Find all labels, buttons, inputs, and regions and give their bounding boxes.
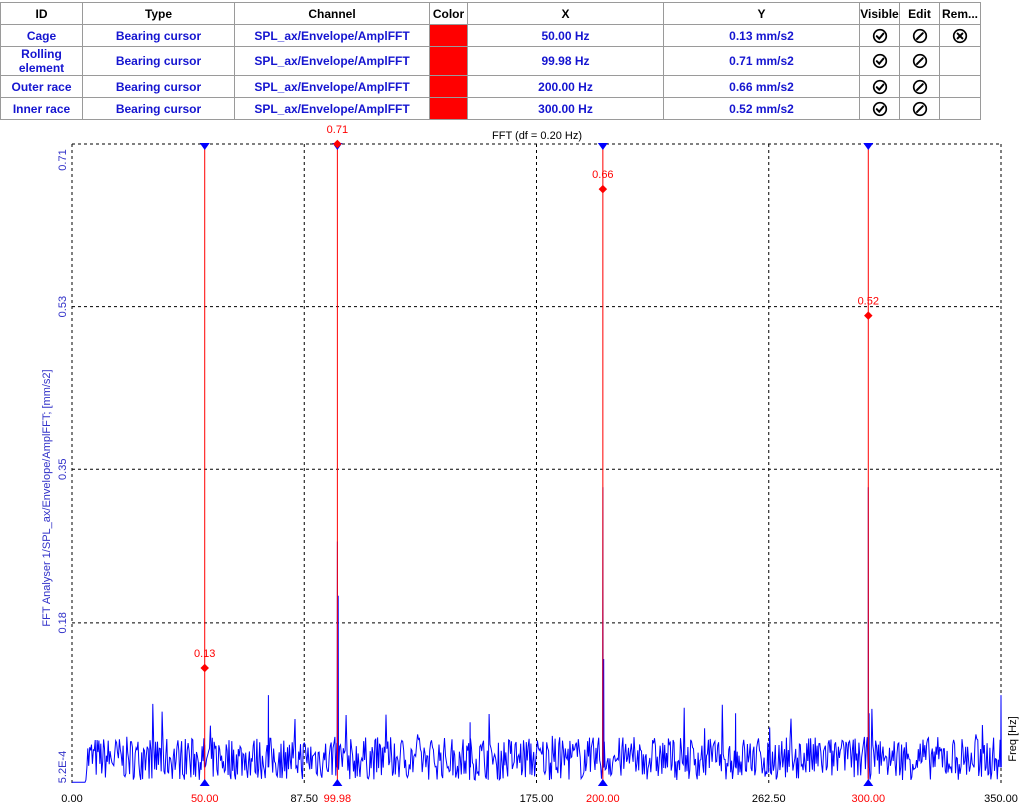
chart-title: FFT (df = 0.20 Hz) (492, 130, 582, 142)
x-tick-label: 0.00 (61, 793, 82, 805)
cursor-x-tick-label: 200.00 (586, 793, 620, 805)
cursor-type-cell[interactable]: Bearing cursor (82, 75, 235, 98)
pencil-circle-icon[interactable] (912, 101, 928, 117)
cursor-row[interactable]: Rolling element Bearing cursor SPL_ax/Enve… (0, 46, 981, 76)
col-header-y[interactable]: Y (663, 2, 860, 25)
pencil-circle-icon[interactable] (912, 79, 928, 95)
col-header-x[interactable]: X (467, 2, 664, 25)
cursor-y-cell[interactable]: 0.71 mm/s2 (663, 46, 860, 76)
x-tick-label: 262.50 (752, 793, 786, 805)
cursor-x-cell[interactable]: 200.00 Hz (467, 75, 664, 98)
cursor-value-label: 0.52 (858, 296, 879, 308)
cursor-y-cell[interactable]: 0.66 mm/s2 (663, 75, 860, 98)
col-header-remove[interactable]: Rem... (939, 2, 981, 25)
cursor-x-cell[interactable]: 50.00 Hz (467, 24, 664, 47)
cursor-type-cell[interactable]: Bearing cursor (82, 24, 235, 47)
cursor-y-cell[interactable]: 0.52 mm/s2 (663, 97, 860, 120)
cursor-color-swatch[interactable] (429, 75, 468, 98)
y-tick-label: 0.18 (57, 612, 69, 633)
cursor-channel-cell[interactable]: SPL_ax/Envelope/AmplFFT (234, 75, 430, 98)
check-circle-icon[interactable] (872, 101, 888, 117)
cursor-value-label: 0.13 (194, 648, 215, 660)
cursor-id-cell[interactable]: Cage (0, 24, 83, 47)
x-circle-icon[interactable] (952, 28, 968, 44)
edit-button[interactable] (899, 24, 940, 47)
cursor-bottom-marker[interactable] (332, 779, 343, 786)
edit-button[interactable] (899, 97, 940, 120)
remove-button (939, 46, 981, 76)
cursor-type-cell[interactable]: Bearing cursor (82, 46, 235, 76)
cursor-channel-cell[interactable]: SPL_ax/Envelope/AmplFFT (234, 97, 430, 120)
y-tick-label: 0.35 (57, 459, 69, 480)
check-circle-icon[interactable] (872, 53, 888, 69)
cursor-top-marker[interactable] (597, 143, 608, 150)
x-tick-label: 175.00 (520, 793, 554, 805)
pencil-circle-icon[interactable] (912, 53, 928, 69)
cursor-bottom-marker[interactable] (597, 779, 608, 786)
cursor-top-marker[interactable] (199, 143, 210, 150)
visible-toggle[interactable] (859, 46, 900, 76)
x-tick-label: 87.50 (290, 793, 318, 805)
remove-button[interactable] (939, 24, 981, 47)
cursor-bottom-marker[interactable] (199, 779, 210, 786)
cursor-x-tick-label: 99.98 (324, 793, 352, 805)
cursor-color-swatch[interactable] (429, 97, 468, 120)
col-header-visible[interactable]: Visible (859, 2, 900, 25)
cursor-bottom-marker[interactable] (863, 779, 874, 786)
edit-button[interactable] (899, 46, 940, 76)
y-tick-label: 0.71 (57, 149, 69, 170)
col-header-color[interactable]: Color (429, 2, 468, 25)
remove-button (939, 97, 981, 120)
cursor-color-swatch[interactable] (429, 24, 468, 47)
cursor-value-label: 0.66 (592, 169, 613, 181)
cursor-id-cell[interactable]: Outer race (0, 75, 83, 98)
pencil-circle-icon[interactable] (912, 28, 928, 44)
cursor-x-tick-label: 300.00 (851, 793, 885, 805)
edit-button[interactable] (899, 75, 940, 98)
cursor-top-marker[interactable] (863, 143, 874, 150)
col-header-edit[interactable]: Edit (899, 2, 940, 25)
y-axis-label: FFT Analyser 1/SPL_ax/Envelope/AmplFFT; … (41, 369, 53, 626)
col-header-id[interactable]: ID (0, 2, 83, 25)
cursor-x-cell[interactable]: 300.00 Hz (467, 97, 664, 120)
cursor-row[interactable]: Cage Bearing cursor SPL_ax/Envelope/AmplFF… (0, 24, 981, 47)
x-axis-label: Freq [Hz] (1007, 716, 1019, 761)
cursor-channel-cell[interactable]: SPL_ax/Envelope/AmplFFT (234, 24, 430, 47)
remove-button (939, 75, 981, 98)
x-tick-label: 350.00 (984, 793, 1018, 805)
cursor-table: ID Type Channel Color X Y Visible Edit R… (0, 2, 981, 120)
y-tick-label: 5.2E-4 (57, 751, 69, 783)
col-header-channel[interactable]: Channel (234, 2, 430, 25)
cursor-id-cell[interactable]: Inner race (0, 97, 83, 120)
cursor-id-cell[interactable]: Rolling element (0, 46, 83, 76)
fft-chart[interactable]: 0.13 50.00 0.71 99.98 0.66 200.00 0.52 300.00 0.… (0, 118, 1024, 805)
cursor-x-cell[interactable]: 99.98 Hz (467, 46, 664, 76)
cursor-y-cell[interactable]: 0.13 mm/s2 (663, 24, 860, 47)
cursor-x-tick-label: 50.00 (191, 793, 219, 805)
cursor-channel-cell[interactable]: SPL_ax/Envelope/AmplFFT (234, 46, 430, 76)
visible-toggle[interactable] (859, 97, 900, 120)
y-tick-label: 0.53 (57, 296, 69, 317)
cursor-color-swatch[interactable] (429, 46, 468, 76)
cursor-value-label: 0.71 (327, 124, 348, 136)
cursor-row[interactable]: Outer race Bearing cursor SPL_ax/Envelope/… (0, 75, 981, 98)
cursor-value-marker[interactable] (333, 139, 342, 149)
spectrum-trace[interactable] (72, 487, 1002, 783)
visible-toggle[interactable] (859, 24, 900, 47)
cursor-row[interactable]: Inner race Bearing cursor SPL_ax/Envelope/… (0, 97, 981, 120)
cursor-type-cell[interactable]: Bearing cursor (82, 97, 235, 120)
visible-toggle[interactable] (859, 75, 900, 98)
check-circle-icon[interactable] (872, 79, 888, 95)
cursor-table-header: ID Type Channel Color X Y Visible Edit R… (0, 2, 981, 25)
check-circle-icon[interactable] (872, 28, 888, 44)
col-header-type[interactable]: Type (82, 2, 235, 25)
